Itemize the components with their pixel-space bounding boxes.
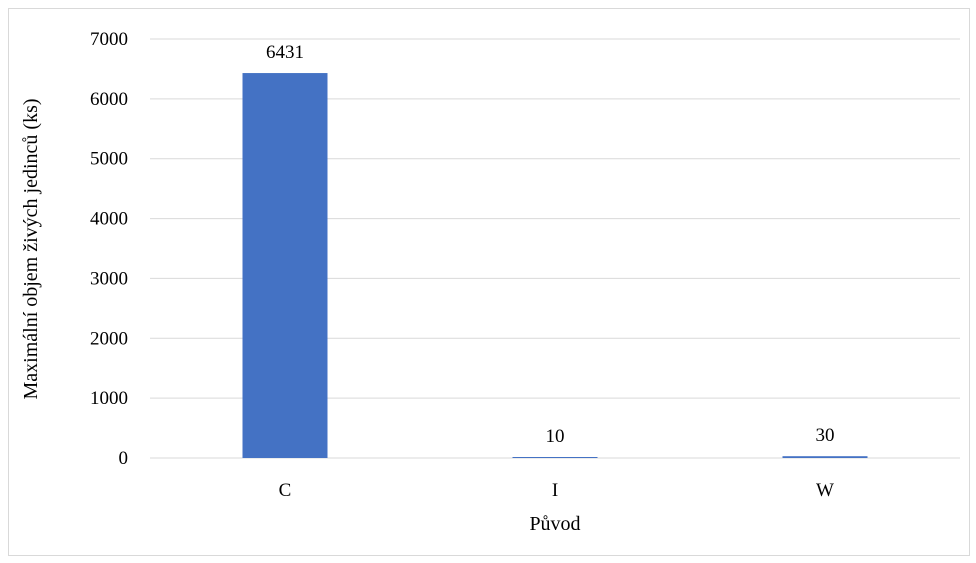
y-tick-label: 5000	[90, 149, 128, 170]
data-labels: 6431 10 30	[266, 42, 835, 447]
y-tick-label: 3000	[90, 268, 128, 289]
x-tick-label-w: W	[816, 480, 834, 501]
bar-c	[242, 73, 328, 458]
x-tick-label-c: C	[279, 480, 292, 501]
data-label-c: 6431	[266, 42, 304, 63]
x-tick-label-i: I	[552, 480, 558, 501]
y-tick-label: 6000	[90, 89, 128, 110]
y-tick-label: 4000	[90, 209, 128, 230]
bars	[242, 73, 868, 458]
data-label-w: 30	[816, 425, 835, 446]
data-label-i: 10	[546, 426, 565, 447]
bar-i	[512, 457, 598, 458]
y-tick-label: 2000	[90, 328, 128, 349]
y-tick-label: 0	[119, 448, 129, 469]
y-axis-ticks: 0 1000 2000 3000 4000 5000 6000 7000	[90, 29, 128, 469]
bar-w	[782, 456, 868, 458]
y-axis-title: Maximální objem živých jedinců (ks)	[20, 98, 42, 399]
x-axis-title: Původ	[529, 513, 580, 535]
y-tick-label: 7000	[90, 29, 128, 50]
y-tick-label: 1000	[90, 388, 128, 409]
